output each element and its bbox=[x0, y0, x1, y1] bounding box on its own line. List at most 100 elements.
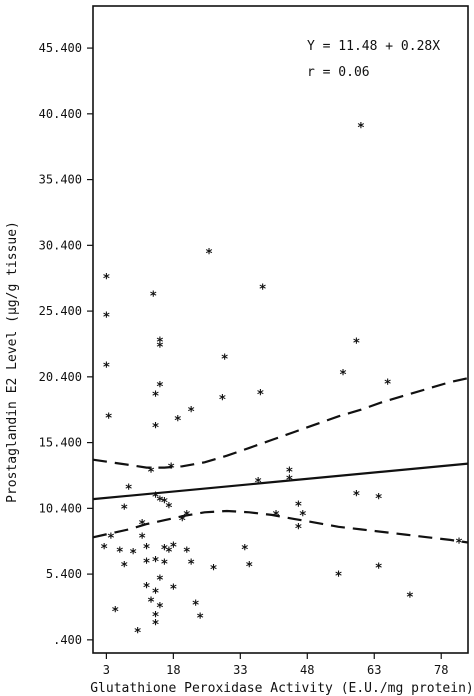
data-point: * bbox=[152, 389, 160, 404]
data-point: * bbox=[455, 537, 463, 552]
data-point: * bbox=[116, 546, 124, 561]
lines-layer bbox=[92, 377, 469, 544]
data-point: * bbox=[375, 562, 383, 577]
axes-layer bbox=[92, 5, 469, 654]
data-point: * bbox=[299, 509, 307, 524]
data-point: * bbox=[183, 509, 191, 524]
data-point: * bbox=[152, 610, 160, 625]
data-point: * bbox=[156, 335, 164, 350]
y-tick-label: 15.400 bbox=[39, 436, 82, 450]
data-point: * bbox=[169, 540, 177, 555]
data-point: * bbox=[161, 558, 169, 573]
data-point: * bbox=[187, 558, 195, 573]
y-tick-label: 30.400 bbox=[39, 238, 82, 252]
ticks-layer: 3 18 33 48 63 78 .400 5.400 10.400 15.400 20.400 25… bbox=[39, 41, 449, 677]
labels-layer: Y = 11.48 + 0.28X r = 0.06 Glutathione Per… bbox=[5, 39, 474, 696]
y-axis-title: Prostaglandin E2 Level (µg/g tissue) bbox=[5, 221, 20, 503]
data-point: * bbox=[196, 611, 204, 626]
data-point: * bbox=[100, 542, 108, 557]
x-tick-label: 48 bbox=[300, 663, 314, 677]
data-point: * bbox=[156, 341, 164, 356]
data-point: * bbox=[357, 121, 365, 136]
y-tick-label: 45.400 bbox=[39, 41, 82, 55]
data-point: * bbox=[152, 587, 160, 602]
data-point: * bbox=[156, 601, 164, 616]
data-point: * bbox=[406, 590, 414, 605]
plot-frame bbox=[92, 5, 469, 654]
data-point: * bbox=[143, 581, 151, 596]
y-tick-label: 5.400 bbox=[46, 567, 82, 581]
data-point: * bbox=[169, 583, 177, 598]
confidence-band-lower bbox=[92, 509, 469, 544]
data-point: * bbox=[102, 310, 110, 325]
data-point: * bbox=[120, 560, 128, 575]
data-point: * bbox=[161, 543, 169, 558]
data-point: * bbox=[192, 598, 200, 613]
regression-equation: Y = 11.48 + 0.28X bbox=[307, 39, 440, 54]
data-point: * bbox=[335, 569, 343, 584]
data-point: * bbox=[147, 466, 155, 481]
data-point: * bbox=[143, 556, 151, 571]
data-point: * bbox=[254, 476, 262, 491]
data-point: * bbox=[272, 509, 280, 524]
data-point: * bbox=[165, 546, 173, 561]
data-point: * bbox=[183, 546, 191, 561]
x-tick-label: 18 bbox=[166, 663, 180, 677]
data-point: * bbox=[156, 573, 164, 588]
data-point: * bbox=[138, 531, 146, 546]
y-tick-label: 10.400 bbox=[39, 501, 82, 515]
data-point: * bbox=[219, 393, 227, 408]
points-layer: ****************************************… bbox=[100, 121, 463, 641]
x-axis-title: Glutathione Peroxidase Activity (E.U./mg… bbox=[90, 681, 474, 696]
data-point: * bbox=[167, 462, 175, 477]
data-point: * bbox=[120, 502, 128, 517]
data-point: * bbox=[259, 283, 267, 298]
x-tick-label: 3 bbox=[103, 663, 110, 677]
data-point: * bbox=[241, 543, 249, 558]
y-tick-label: 40.400 bbox=[39, 107, 82, 121]
data-point: * bbox=[156, 380, 164, 395]
regression-line bbox=[92, 462, 469, 501]
data-point: * bbox=[245, 560, 253, 575]
data-point: * bbox=[256, 388, 264, 403]
data-point: * bbox=[210, 563, 218, 578]
data-point: * bbox=[107, 531, 115, 546]
data-point: * bbox=[294, 522, 302, 537]
data-point: * bbox=[339, 368, 347, 383]
data-point: * bbox=[152, 491, 160, 506]
data-point: * bbox=[152, 421, 160, 436]
correlation-value: r = 0.06 bbox=[307, 65, 370, 80]
data-point: * bbox=[152, 555, 160, 570]
data-point: * bbox=[294, 500, 302, 515]
data-point: * bbox=[129, 547, 137, 562]
data-point: * bbox=[187, 405, 195, 420]
data-point: * bbox=[102, 360, 110, 375]
data-point: * bbox=[134, 626, 142, 641]
data-point: * bbox=[111, 605, 119, 620]
y-tick-label: 35.400 bbox=[39, 173, 82, 187]
data-point: * bbox=[352, 337, 360, 352]
y-tick-label: 20.400 bbox=[39, 370, 82, 384]
data-point: * bbox=[152, 618, 160, 633]
x-tick-label: 33 bbox=[233, 663, 247, 677]
data-point: * bbox=[221, 352, 229, 367]
data-point: * bbox=[286, 466, 294, 481]
data-point: * bbox=[286, 473, 294, 488]
x-tick-label: 78 bbox=[434, 663, 448, 677]
data-point: * bbox=[149, 289, 157, 304]
data-point: * bbox=[178, 514, 186, 529]
data-point: * bbox=[161, 496, 169, 511]
data-point: * bbox=[102, 272, 110, 287]
y-tick-label: .400 bbox=[53, 633, 82, 647]
data-point: * bbox=[125, 483, 133, 498]
data-point: * bbox=[352, 489, 360, 504]
data-point: * bbox=[205, 247, 213, 262]
data-point: * bbox=[138, 518, 146, 533]
data-point: * bbox=[143, 542, 151, 557]
data-point: * bbox=[375, 492, 383, 507]
confidence-band-upper bbox=[92, 377, 469, 469]
x-tick-label: 63 bbox=[367, 663, 381, 677]
data-point: * bbox=[147, 596, 155, 611]
data-point: * bbox=[105, 412, 113, 427]
